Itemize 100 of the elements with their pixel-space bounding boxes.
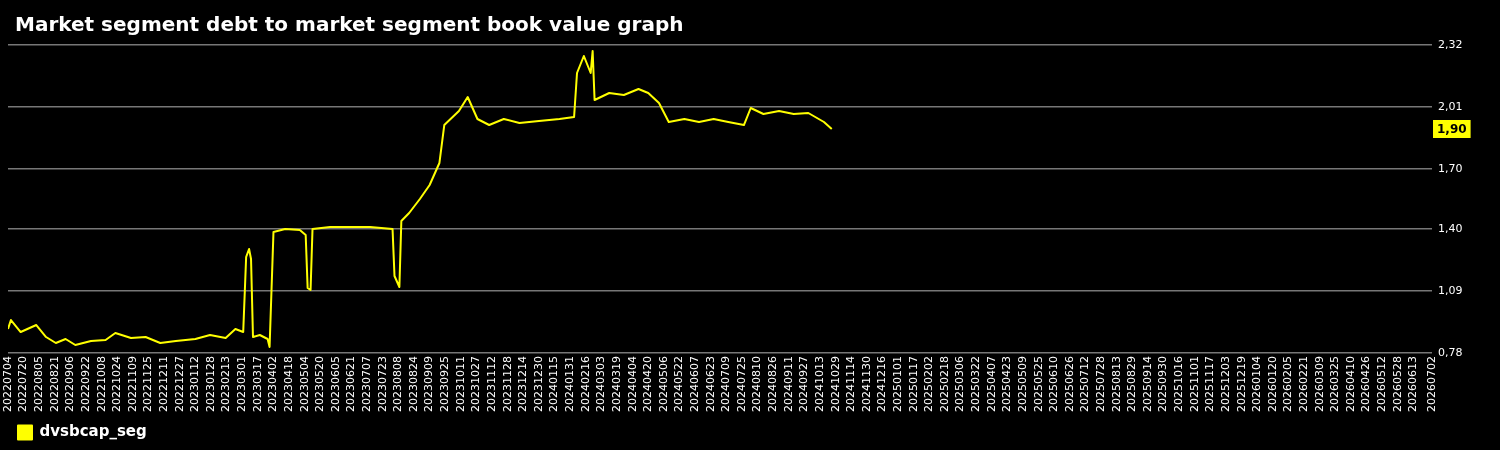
x-tick-label: 20240623 [703, 356, 717, 413]
x-tick-label: 20240826 [766, 356, 780, 413]
x-tick-label: 20230418 [281, 356, 295, 413]
x-tick-label: 20260426 [1359, 356, 1373, 413]
x-tick-label: 20241114 [844, 356, 858, 413]
x-tick-label: 20250509 [1015, 356, 1029, 413]
x-tick-label: 20221125 [141, 356, 155, 413]
x-tick-label: 20250829 [1125, 356, 1139, 413]
x-tick-label: 20240404 [625, 356, 639, 413]
x-tick-label: 20230301 [235, 356, 249, 413]
x-tick-label: 20240303 [594, 356, 608, 413]
x-tick-label: 20250117 [906, 356, 920, 413]
x-tick-label: 20220805 [32, 356, 46, 413]
x-tick-label: 20250218 [937, 356, 951, 413]
x-tick-label: 20231214 [516, 356, 530, 413]
x-tick-label: 20230808 [391, 356, 405, 413]
x-tick-label: 20260205 [1281, 356, 1295, 413]
x-tick-label: 20250610 [1047, 356, 1061, 413]
x-tick-label: 20230723 [375, 356, 389, 413]
x-tick-label: 20260702 [1424, 356, 1438, 413]
x-tick-label: 20220922 [78, 356, 92, 413]
x-tick-label: 20251101 [1187, 356, 1201, 413]
x-tick-label: 20230402 [266, 356, 280, 413]
x-tick-label: 20220906 [63, 356, 77, 413]
x-tick-label: 20230621 [344, 356, 358, 413]
x-tick-label: 20250626 [1062, 356, 1076, 413]
x-tick-label: 20250423 [1000, 356, 1014, 413]
x-tick-label: 20230909 [422, 356, 436, 413]
x-tick-label: 20260221 [1297, 356, 1310, 413]
x-tick-label: 20230213 [219, 356, 233, 413]
x-tick-label: 20241029 [828, 356, 842, 413]
x-tick-label: 20241013 [812, 356, 826, 413]
x-tick-label: 20250813 [1109, 356, 1123, 413]
x-tick-label: 20241216 [875, 356, 889, 413]
x-tick-label: 20260410 [1343, 356, 1357, 413]
x-tick-label: 20260104 [1250, 356, 1264, 413]
x-tick-label: 20231011 [453, 356, 467, 413]
x-tick-label: 20260325 [1328, 356, 1342, 413]
x-tick-label: 20260120 [1265, 356, 1279, 413]
x-tick-label: 20260512 [1375, 356, 1389, 413]
y-tick-label: 1,70 [1438, 161, 1463, 175]
x-tick-label: 20230128 [203, 356, 217, 413]
y-tick-label: 2,01 [1438, 99, 1463, 113]
x-tick-label: 20251016 [1172, 356, 1186, 413]
x-tick-label: 20221024 [110, 356, 124, 413]
x-tick-label: 20240115 [547, 356, 561, 413]
x-tick-label: 20220821 [47, 356, 61, 413]
x-tick-label: 20221211 [157, 356, 171, 413]
x-tick-label: 20230605 [328, 356, 342, 413]
x-tick-label: 20240607 [687, 356, 701, 413]
x-tick-label: 20231128 [500, 356, 514, 413]
x-tick-label: 20230925 [438, 356, 452, 413]
x-tick-label: 20251219 [1234, 356, 1248, 413]
x-tick-label: 20240131 [563, 356, 577, 413]
x-tick-label: 20240911 [781, 356, 795, 413]
x-tick-label: 20251117 [1203, 356, 1217, 413]
x-tick-label: 20240725 [734, 356, 748, 413]
x-tick-label: 20230707 [360, 356, 374, 413]
x-tick-label: 20250101 [890, 356, 904, 413]
x-tick-label: 20251203 [1218, 356, 1232, 413]
x-tick-label: 20250728 [1093, 356, 1107, 413]
annotation: 1,90 [1437, 122, 1467, 137]
x-tick-label: 20250914 [1140, 356, 1154, 413]
y-tick-label: 1,09 [1438, 283, 1463, 297]
x-tick-label: 20231112 [484, 356, 498, 413]
x-tick-label: 20230520 [313, 356, 327, 413]
x-tick-label: 20231027 [469, 356, 483, 413]
x-tick-label: 20250407 [984, 356, 998, 413]
y-tick-label: 1,40 [1438, 221, 1463, 235]
x-tick-label: 20230504 [297, 356, 311, 413]
x-tick-label: 20230824 [406, 356, 420, 413]
x-tick-label: 20250712 [1078, 356, 1092, 413]
x-tick-label: 20221008 [94, 356, 108, 413]
x-tick-label: 20220704 [0, 356, 14, 413]
y-tick-label: 2,32 [1438, 37, 1463, 51]
x-tick-label: 20250930 [1156, 356, 1170, 413]
x-tick-label: 20240927 [797, 356, 811, 413]
x-tick-label: 20230317 [250, 356, 264, 413]
x-tick-label: 20241130 [859, 356, 873, 413]
x-tick-label: 20260613 [1406, 356, 1420, 413]
legend-label: dvsbcap_seg [39, 422, 147, 441]
x-tick-label: 20250322 [969, 356, 983, 413]
x-tick-label: 20240506 [656, 356, 670, 413]
x-tick-label: 20230112 [188, 356, 202, 413]
x-tick-label: 20250306 [953, 356, 967, 413]
x-tick-label: 20221109 [125, 356, 139, 413]
x-tick-label: 20250202 [922, 356, 936, 413]
x-tick-label: 20231230 [531, 356, 545, 413]
chart-title: Market segment debt to market segment book value graph [15, 12, 684, 36]
x-tick-label: 20250525 [1031, 356, 1045, 413]
x-tick-label: 20221227 [172, 356, 186, 413]
x-tick-label: 20240709 [719, 356, 733, 413]
x-tick-label: 20260309 [1312, 356, 1326, 413]
x-tick-label: 20240216 [578, 356, 592, 413]
x-tick-label: 20220720 [16, 356, 30, 413]
x-tick-label: 20240420 [641, 356, 655, 413]
y-tick-label: 0,78 [1438, 345, 1463, 359]
x-tick-label: 20240522 [672, 356, 686, 413]
x-tick-label: 20260528 [1390, 356, 1404, 413]
x-tick-label: 20240319 [609, 356, 623, 413]
